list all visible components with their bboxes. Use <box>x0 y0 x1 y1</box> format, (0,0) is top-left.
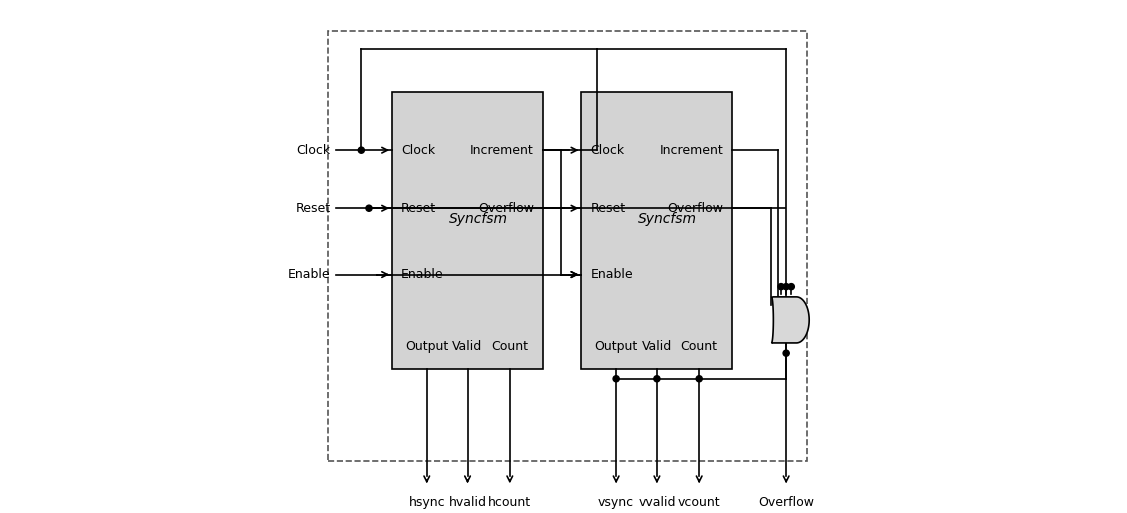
Text: Enable: Enable <box>401 268 444 281</box>
Text: vsync: vsync <box>598 497 635 509</box>
Text: Output: Output <box>595 340 638 353</box>
Circle shape <box>783 350 789 356</box>
Text: Reset: Reset <box>401 202 436 215</box>
Text: Clock: Clock <box>591 144 624 156</box>
Text: hsync: hsync <box>408 497 445 509</box>
Circle shape <box>613 376 619 382</box>
Polygon shape <box>772 297 809 343</box>
Text: Count: Count <box>491 340 529 353</box>
Text: Output: Output <box>405 340 449 353</box>
Text: Overflow: Overflow <box>667 202 724 215</box>
Text: Syncfsm: Syncfsm <box>449 212 507 226</box>
Text: Enable: Enable <box>289 268 330 281</box>
Text: Overflow: Overflow <box>758 497 814 509</box>
FancyBboxPatch shape <box>582 92 733 368</box>
Circle shape <box>366 205 372 211</box>
Text: Increment: Increment <box>470 144 534 156</box>
Text: Clock: Clock <box>296 144 330 156</box>
Circle shape <box>778 284 784 290</box>
Circle shape <box>696 376 702 382</box>
Text: Valid: Valid <box>452 340 482 353</box>
Text: Overflow: Overflow <box>478 202 534 215</box>
Circle shape <box>358 147 364 153</box>
Text: hvalid: hvalid <box>449 497 487 509</box>
Text: hcount: hcount <box>488 497 531 509</box>
Text: vvalid: vvalid <box>638 497 676 509</box>
FancyBboxPatch shape <box>392 92 543 368</box>
Text: Syncfsm: Syncfsm <box>638 212 696 226</box>
Text: vcount: vcount <box>677 497 720 509</box>
Circle shape <box>788 284 795 290</box>
Circle shape <box>654 376 660 382</box>
Text: Enable: Enable <box>591 268 633 281</box>
Text: Count: Count <box>681 340 718 353</box>
Text: Reset: Reset <box>591 202 625 215</box>
Text: Increment: Increment <box>659 144 724 156</box>
Text: Reset: Reset <box>295 202 330 215</box>
Text: Clock: Clock <box>401 144 435 156</box>
Circle shape <box>783 284 789 290</box>
Text: Valid: Valid <box>641 340 672 353</box>
